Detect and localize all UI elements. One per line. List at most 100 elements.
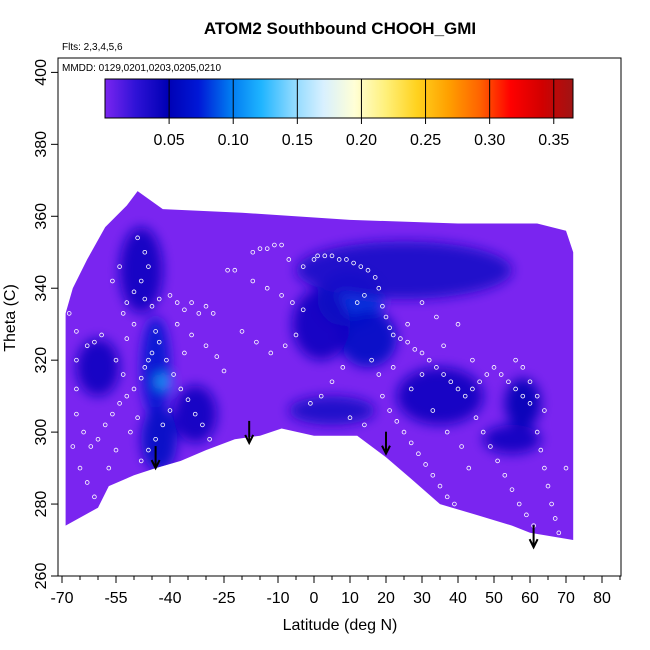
sample-point [300,264,306,269]
sample-point [336,257,342,262]
y-tick-label: 320 [33,347,50,374]
sample-point [290,300,295,305]
sample-point [84,343,90,349]
sample-point [153,329,158,334]
sample-point [225,267,230,273]
sample-point [192,411,198,417]
sample-point [538,447,544,453]
sample-point [408,386,414,392]
sample-point [131,289,137,295]
sample-point [149,350,155,356]
sample-point [401,429,407,435]
sample-point [146,264,151,269]
sample-point [498,372,504,377]
y-tick-label: 260 [33,563,50,590]
sample-point [156,296,162,302]
sample-point [142,296,148,302]
field-blob [396,367,484,425]
sample-point [268,350,274,356]
sample-point [441,372,446,377]
sample-point [466,465,472,471]
colorbar-bar [104,78,574,119]
x-tick-label: -70 [50,590,73,607]
sample-point [207,437,212,442]
sample-point [448,379,454,385]
colorbar-tick-label: 0.30 [474,132,505,149]
sample-point [372,275,378,280]
sample-point [430,472,436,478]
x-axis: -70 -55 -40 -25 -10 0 10 20 30 40 50 60 70 80 [50,575,621,607]
sample-point [124,393,130,399]
sample-point [95,437,101,442]
profile-arrow [150,446,161,471]
x-tick-label: 80 [593,590,611,607]
sample-point [509,487,515,492]
sample-point [527,379,533,385]
colorbar-ticks: 0.05 0.10 0.15 0.20 0.25 0.30 0.35 [154,79,569,149]
sample-point [138,375,144,381]
sample-point [552,516,558,521]
sample-point [412,347,418,352]
sample-point [99,332,104,338]
sample-point [113,447,119,453]
sample-point [563,465,569,471]
sample-point [477,379,482,385]
sample-point [455,321,461,327]
dates-note: MMDD: 0129,0201,0203,0205,0210 [62,63,221,74]
sample-point [286,257,292,262]
sample-point [74,357,79,363]
sample-point [362,422,367,428]
y-tick-label: 400 [33,59,50,86]
sample-point [308,401,313,406]
field-blob [141,406,178,472]
field-blob [76,338,120,397]
x-tick-label: 10 [341,590,359,607]
sample-point [495,458,500,464]
y-tick-label: 300 [33,419,50,446]
sample-point [423,462,428,467]
field-blob [504,378,541,429]
profile-arrow [381,431,391,456]
sample-point [257,246,263,251]
sample-point [398,336,403,341]
sample-point [444,429,450,435]
sample-point [545,483,551,489]
sample-point [131,321,137,327]
colorbar-tick-label: 0.05 [154,132,185,149]
colorbar-tick-label: 0.25 [410,132,441,149]
colorbar-tick-label: 0.10 [218,132,249,149]
sample-point [210,311,216,316]
sample-point [380,393,385,399]
sample-point [300,307,306,313]
sample-point [70,444,76,449]
sample-point [239,329,245,334]
sample-point [142,365,148,370]
sample-point [74,329,79,334]
sample-point [376,285,382,291]
field-blob [483,424,541,454]
sample-points [66,235,569,536]
sample-point [171,372,176,377]
sample-point [156,339,162,345]
profile-arrow [528,525,539,550]
sample-point [434,365,439,370]
x-tick-label: 0 [310,590,319,607]
sample-point [153,437,158,442]
sample-point [513,386,518,392]
plot-area [65,191,574,550]
sample-point [520,365,526,370]
x-tick-label: -55 [104,590,127,607]
sample-point [124,336,130,341]
sample-point [347,415,353,421]
x-tick-label: 70 [557,590,575,607]
x-tick-label: 50 [485,590,503,607]
sample-point [380,303,385,309]
sample-point [365,267,371,273]
sample-point [491,365,497,370]
sample-point [81,429,86,435]
field-blob [173,385,217,443]
sample-point [232,267,238,273]
x-tick-label: 20 [377,590,395,607]
sample-point [390,332,396,338]
